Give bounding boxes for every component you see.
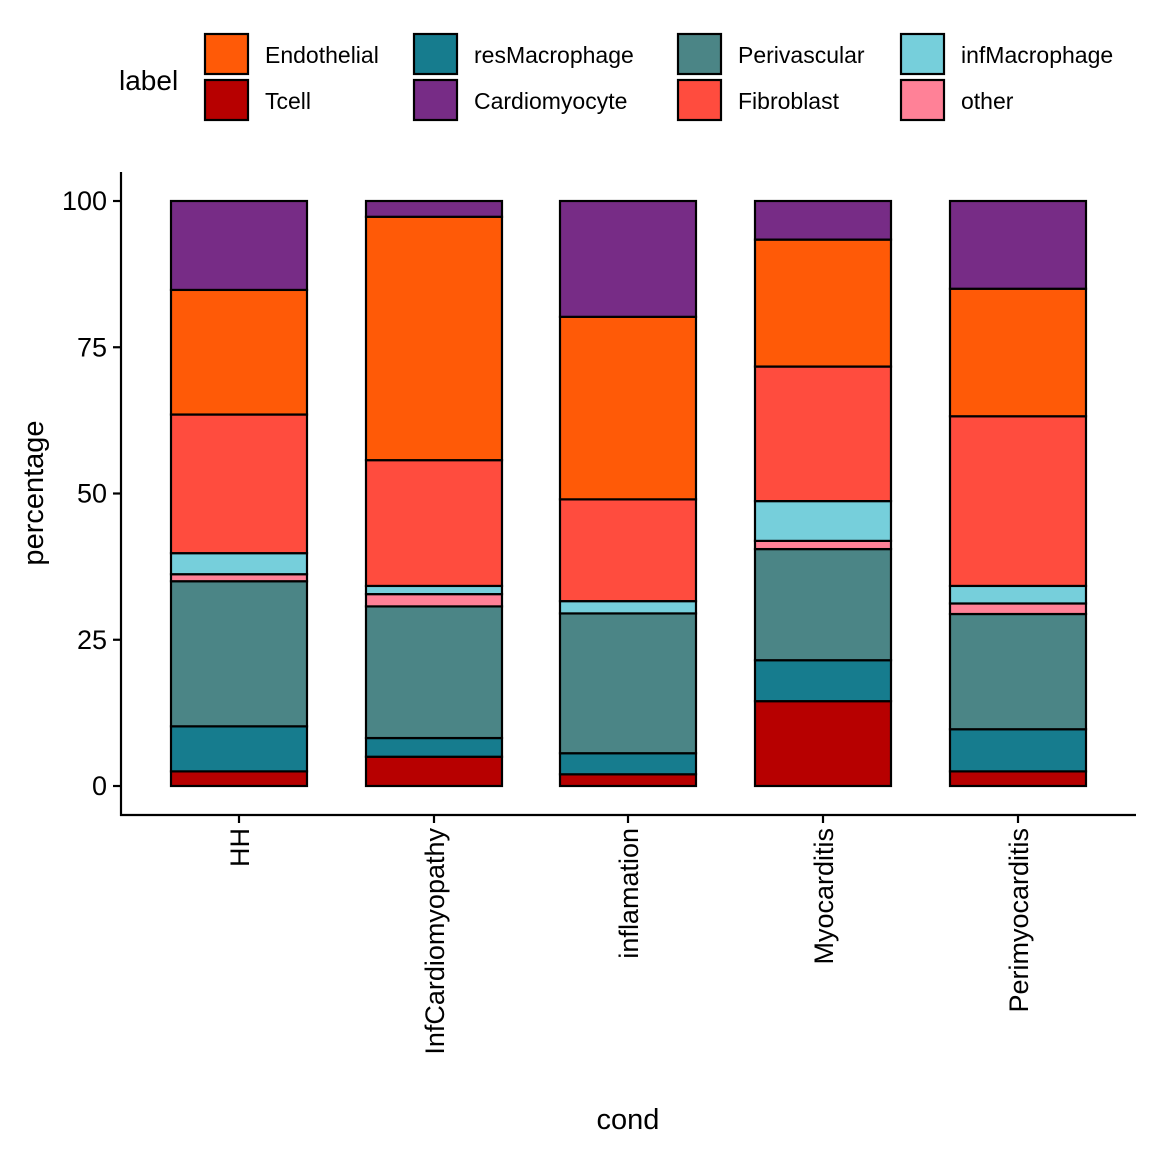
legend-label-endothelial: Endothelial	[265, 42, 379, 68]
legend-key-endothelial	[203, 32, 250, 76]
bar-stack-perimyocarditis	[948, 199, 1088, 788]
legend-item-tcell: Tcell	[203, 78, 311, 122]
bar-segment-infcardiomyopathy-endothelial	[364, 215, 504, 462]
bar-segment-inflamation-fibroblast	[558, 498, 698, 603]
x-tick-label-perimyocarditis: Perimyocarditis	[1004, 828, 1034, 1013]
legend-key-fibroblast	[676, 78, 723, 122]
bar-segment-myocarditis-cardiomyocyte	[753, 199, 893, 241]
y-tick-label-0: 0	[92, 771, 107, 801]
bar-segment-infcardiomyopathy-infmacrophage	[364, 584, 504, 596]
legend-key-tcell	[203, 78, 250, 122]
legend-key-cardiomyocyte	[412, 78, 459, 122]
legend-key-infmacrophage	[899, 32, 946, 76]
bar-segment-hh-resmacrophage	[169, 725, 309, 773]
bar-segment-infcardiomyopathy-fibroblast	[364, 459, 504, 588]
bar-stack-myocarditis	[753, 199, 893, 788]
x-tick-label-myocarditis: Myocarditis	[809, 828, 839, 965]
legend-item-infmacrophage: infMacrophage	[899, 32, 1113, 76]
x-tick-label-inflamation: inflamation	[614, 828, 644, 959]
bar-segment-myocarditis-resmacrophage	[753, 659, 893, 703]
bar-segment-hh-tcell	[169, 770, 309, 788]
bar-segment-hh-fibroblast	[169, 413, 309, 555]
legend-item-cardiomyocyte: Cardiomyocyte	[412, 78, 627, 122]
bar-segment-infcardiomyopathy-cardiomyocyte	[364, 199, 504, 218]
bar-segment-myocarditis-endothelial	[753, 238, 893, 368]
y-tick-label-25: 25	[77, 625, 107, 655]
bar-segment-infcardiomyopathy-tcell	[364, 755, 504, 788]
legend-item-fibroblast: Fibroblast	[676, 78, 840, 122]
axes-group: 0 25 50 75 100 HH InfCardiomyopathy inflamation…	[18, 172, 1136, 1136]
bar-stack-hh	[169, 199, 309, 788]
legend-key-other	[899, 78, 946, 122]
bar-segment-infcardiomyopathy-resmacrophage	[364, 736, 504, 758]
bar-segment-infcardiomyopathy-perivascular	[364, 605, 504, 740]
bar-segment-perimyocarditis-resmacrophage	[948, 728, 1088, 773]
bar-segment-perimyocarditis-tcell	[948, 770, 1088, 788]
bars-group	[169, 199, 1088, 788]
y-tick-label-75: 75	[77, 332, 107, 362]
bar-segment-myocarditis-other	[753, 539, 893, 551]
legend-key-resmacrophage	[412, 32, 459, 76]
legend-label-resmacrophage: resMacrophage	[474, 42, 634, 68]
bar-segment-perimyocarditis-fibroblast	[948, 415, 1088, 588]
bar-segment-hh-infmacrophage	[169, 552, 309, 576]
legend-item-perivascular: Perivascular	[676, 32, 865, 76]
bar-segment-hh-perivascular	[169, 580, 309, 728]
y-axis-title: percentage	[18, 420, 50, 565]
x-tick-label-infcardiomyopathy: InfCardiomyopathy	[420, 828, 450, 1055]
legend-label-infmacrophage: infMacrophage	[961, 42, 1113, 68]
bar-segment-perimyocarditis-perivascular	[948, 612, 1088, 731]
legend-item-endothelial: Endothelial	[203, 32, 379, 76]
x-axis-title: cond	[597, 1104, 660, 1136]
bar-segment-inflamation-infmacrophage	[558, 600, 698, 615]
bar-segment-perimyocarditis-other	[948, 602, 1088, 616]
bar-segment-inflamation-endothelial	[558, 315, 698, 501]
legend-item-other: other	[899, 78, 1014, 122]
legend-title: label	[119, 65, 178, 96]
legend-label-perivascular: Perivascular	[738, 42, 865, 68]
legend-label-tcell: Tcell	[265, 88, 311, 114]
x-tick-label-hh: HH	[225, 828, 255, 867]
bar-segment-myocarditis-infmacrophage	[753, 500, 893, 542]
bar-stack-inflamation	[558, 199, 698, 788]
bar-segment-inflamation-perivascular	[558, 612, 698, 755]
legend-label-other: other	[961, 88, 1014, 114]
legend-item-resmacrophage: resMacrophage	[412, 32, 634, 76]
bar-segment-myocarditis-fibroblast	[753, 365, 893, 503]
legend-label-fibroblast: Fibroblast	[738, 88, 840, 114]
bar-segment-myocarditis-perivascular	[753, 547, 893, 662]
bar-segment-hh-cardiomyocyte	[169, 199, 309, 292]
bar-segment-inflamation-cardiomyocyte	[558, 199, 698, 318]
bar-segment-perimyocarditis-endothelial	[948, 287, 1088, 418]
bar-segment-inflamation-resmacrophage	[558, 752, 698, 776]
bar-segment-myocarditis-tcell	[753, 700, 893, 788]
y-tick-label-50: 50	[77, 479, 107, 509]
bar-segment-hh-endothelial	[169, 288, 309, 416]
bar-segment-perimyocarditis-cardiomyocyte	[948, 199, 1088, 290]
y-tick-label-100: 100	[62, 186, 107, 216]
legend-key-perivascular	[676, 32, 723, 76]
bar-segment-perimyocarditis-infmacrophage	[948, 584, 1088, 605]
legend: label Endothelial Tcell resMacrophage Cardio…	[119, 32, 1113, 122]
bar-segment-infcardiomyopathy-other	[364, 593, 504, 608]
bar-segment-inflamation-tcell	[558, 773, 698, 788]
legend-label-cardiomyocyte: Cardiomyocyte	[474, 88, 627, 114]
bar-stack-infcardiomyopathy	[364, 199, 504, 788]
